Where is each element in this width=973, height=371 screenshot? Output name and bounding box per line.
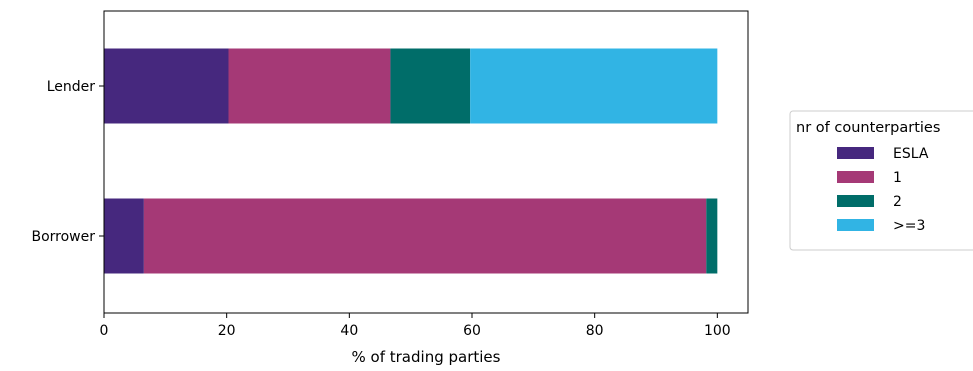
x-tick-label: 40 (340, 323, 358, 339)
bar-lender-esla (104, 48, 229, 124)
axes-layer: 0 20 40 60 80 100 Borrower Lender (31, 79, 730, 339)
bar-borrower-2 (706, 198, 718, 274)
legend-label-gte-3: >=3 (893, 218, 925, 234)
legend-label-2: 2 (893, 194, 902, 210)
x-tick-label: 80 (586, 323, 604, 339)
legend-swatch-2 (837, 195, 874, 207)
x-axis-label: % of trading parties (352, 348, 501, 366)
legend-title: nr of counterparties (796, 120, 940, 136)
legend-items: ESLA 1 2 >=3 (837, 146, 929, 234)
bars-layer (104, 48, 718, 274)
legend: nr of counterparties ESLA 1 2 >=3 (789, 110, 973, 251)
bar-lender-1 (228, 48, 391, 124)
legend-swatch-1 (837, 171, 874, 183)
plot-area-frame (103, 10, 749, 314)
bar-lender-gte-3 (470, 48, 718, 124)
bar-borrower-1 (143, 198, 707, 274)
y-tick-label-borrower: Borrower (31, 229, 95, 245)
legend-swatch-esla (837, 147, 874, 159)
legend-swatch-gte-3 (837, 219, 874, 231)
x-tick-label: 0 (100, 323, 109, 339)
x-tick-label: 60 (463, 323, 481, 339)
x-tick-label: 20 (218, 323, 236, 339)
y-tick-label-lender: Lender (47, 79, 96, 95)
x-tick-label: 100 (704, 323, 731, 339)
legend-frame (789, 110, 973, 251)
legend-label-1: 1 (893, 170, 902, 186)
bar-lender-2 (390, 48, 471, 124)
bar-borrower-esla (104, 198, 144, 274)
legend-label-esla: ESLA (893, 146, 929, 162)
